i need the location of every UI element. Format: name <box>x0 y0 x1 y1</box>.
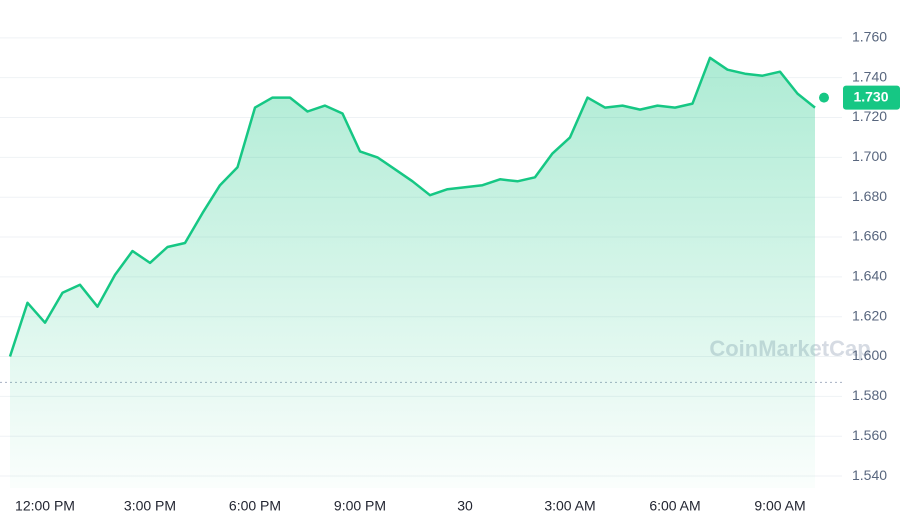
y-tick-label: 1.760 <box>852 29 887 45</box>
x-tick-label: 6:00 AM <box>649 498 700 514</box>
y-tick-label: 1.580 <box>852 387 887 403</box>
x-tick-label: 9:00 AM <box>754 498 805 514</box>
x-tick-label: 30 <box>457 498 473 514</box>
price-line <box>8 56 816 357</box>
y-tick-label: 1.620 <box>852 307 887 323</box>
current-price-dot <box>819 92 829 103</box>
y-tick-label: 1.640 <box>852 268 887 284</box>
price-area <box>10 57 815 489</box>
x-tick-label: 6:00 PM <box>229 498 281 514</box>
y-tick-label: 1.740 <box>852 68 887 84</box>
current-price-label: 1.730 <box>853 88 888 104</box>
y-tick-label: 1.680 <box>852 188 887 204</box>
x-tick-label: 9:00 PM <box>334 498 386 514</box>
y-tick-label: 1.660 <box>852 228 887 244</box>
y-tick-label: 1.560 <box>852 427 887 443</box>
y-tick-label: 1.720 <box>852 108 887 124</box>
x-tick-label: 3:00 AM <box>544 498 595 514</box>
x-tick-label: 3:00 PM <box>124 498 176 514</box>
y-tick-label: 1.700 <box>852 148 887 164</box>
x-tick-label: 12:00 PM <box>15 498 75 514</box>
y-tick-label: 1.540 <box>852 467 887 483</box>
current-price-badge <box>843 85 900 110</box>
y-tick-label: 1.600 <box>852 347 887 363</box>
